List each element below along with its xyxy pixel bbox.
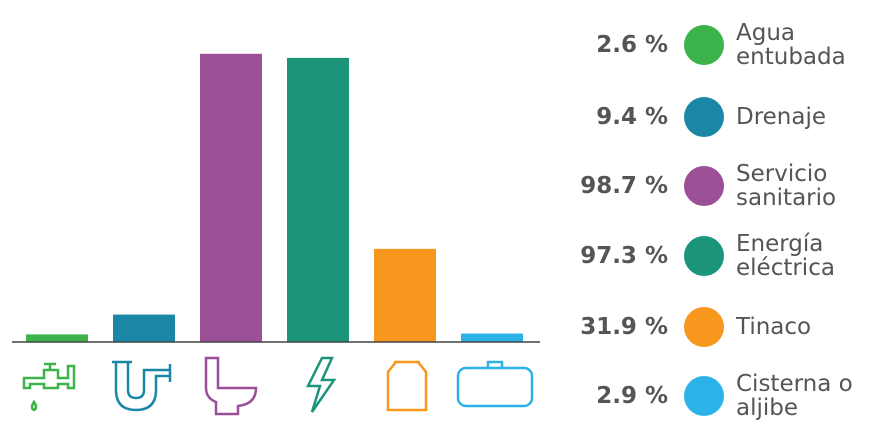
legend-swatch [684, 307, 724, 347]
legend-swatch [684, 25, 724, 65]
value-label: 31.9 % [580, 314, 668, 340]
tap-icon [22, 362, 76, 412]
toilet-icon [204, 356, 258, 416]
legend-swatch [684, 376, 724, 416]
legend-label: Tinaco [736, 314, 812, 340]
legend-swatch [684, 166, 724, 206]
bar [374, 248, 436, 342]
value-label: 2.9 % [596, 383, 668, 409]
legend-swatch [684, 97, 724, 137]
bar [200, 53, 262, 343]
bar [287, 57, 349, 342]
legend-label: Energía eléctrica [736, 231, 835, 281]
legend-label: Servicio sanitario [736, 161, 837, 211]
value-label: 97.3 % [580, 243, 668, 269]
icons [22, 356, 534, 416]
bar [113, 314, 175, 342]
cistern-icon [456, 360, 534, 408]
tank-icon [386, 360, 428, 412]
value-label: 2.6 % [596, 32, 668, 58]
bar [461, 333, 523, 342]
value-label: 9.4 % [596, 104, 668, 130]
value-label: 98.7 % [580, 173, 668, 199]
legend-label: Cisterna o aljibe [736, 371, 853, 421]
legend-label: Agua entubada [736, 20, 846, 70]
drain-icon [112, 360, 172, 412]
bolt-icon [305, 356, 337, 413]
legend-swatch [684, 236, 724, 276]
bar [26, 334, 88, 342]
legend-label: Drenaje [736, 104, 827, 130]
